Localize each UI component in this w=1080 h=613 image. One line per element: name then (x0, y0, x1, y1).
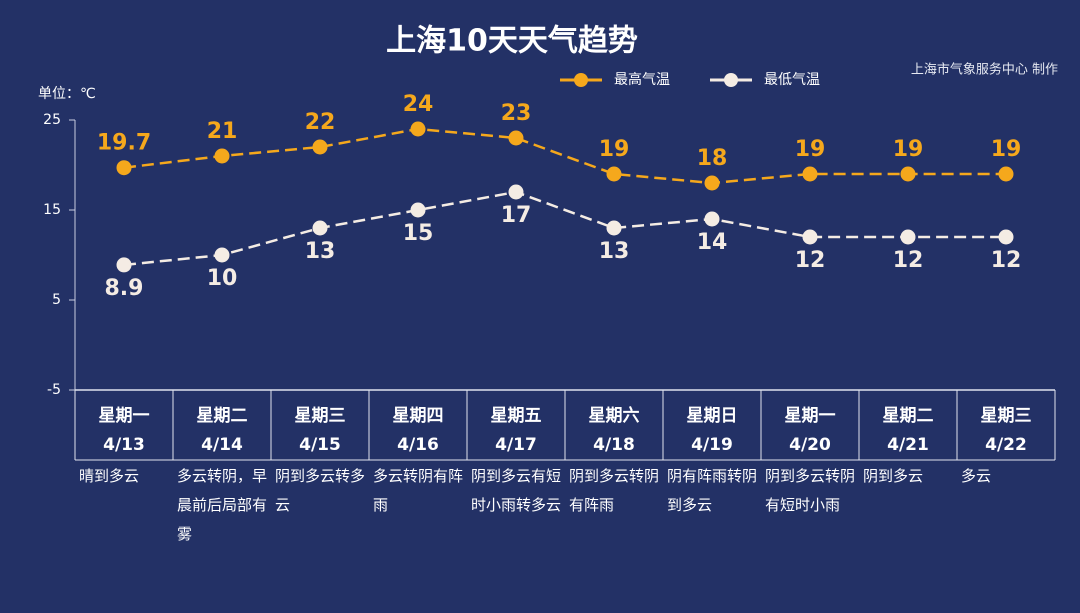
legend-label: 最低气温 (764, 72, 820, 88)
y-tick-label: 25 (43, 112, 61, 128)
x-tick-label: 4/14 (201, 435, 243, 455)
point (508, 130, 524, 146)
description: 阴到多云转多云 (275, 467, 366, 514)
point (802, 166, 818, 182)
description: 晴到多云 (79, 467, 140, 485)
point (116, 257, 132, 273)
point (900, 229, 916, 245)
description: 阴到多云有短时小雨转多云 (471, 467, 562, 514)
x-tick-label: 4/18 (593, 435, 635, 455)
weekday-label: 星期五 (491, 406, 542, 426)
description: 多云 (961, 467, 992, 485)
value-label: 12 (795, 248, 826, 273)
point (312, 220, 328, 236)
point (214, 247, 230, 263)
weekday-label: 星期三 (295, 406, 346, 426)
point (410, 202, 426, 218)
value-label: 19 (991, 137, 1022, 162)
point (900, 166, 916, 182)
y-tick-label: -5 (47, 382, 61, 398)
y-tick-label: 15 (43, 202, 61, 218)
weekday-label: 星期三 (981, 406, 1032, 426)
x-tick-label: 4/15 (299, 435, 341, 455)
value-label: 19.7 (97, 131, 151, 156)
weekday-label: 星期六 (589, 405, 640, 426)
value-label: 23 (501, 101, 532, 126)
chart-title: 上海10天天气趋势 (386, 24, 638, 59)
value-label: 19 (795, 137, 826, 162)
value-label: 21 (207, 119, 238, 144)
x-tick-label: 4/19 (691, 435, 733, 455)
value-label: 13 (305, 239, 336, 264)
series-line (123, 127, 1006, 185)
value-label: 22 (305, 110, 336, 135)
value-label: 18 (697, 146, 728, 171)
point (998, 166, 1014, 182)
description: 多云转阴有阵雨 (373, 467, 464, 514)
description: 阴有阵雨转阴到多云 (667, 467, 758, 514)
x-tick-label: 4/17 (495, 435, 537, 455)
value-label: 19 (893, 137, 924, 162)
description: 阴到多云转阴有短时小雨 (765, 467, 856, 514)
value-label: 12 (991, 248, 1022, 273)
legend-label: 最高气温 (614, 71, 670, 88)
point (998, 229, 1014, 245)
value-label: 14 (697, 230, 728, 255)
x-tick-label: 4/20 (789, 435, 831, 455)
weekday-label: 星期一 (99, 406, 150, 426)
point (704, 175, 720, 191)
value-label: 19 (599, 137, 630, 162)
point (410, 121, 426, 137)
point (802, 229, 818, 245)
point (606, 220, 622, 236)
point (312, 139, 328, 155)
credit: 上海市气象服务中心 制作 (911, 62, 1058, 78)
x-tick-label: 4/22 (985, 435, 1027, 455)
value-label: 8.9 (105, 276, 144, 301)
value-label: 15 (403, 221, 434, 246)
description: 阴到多云转阴有阵雨 (569, 467, 660, 514)
value-label: 24 (403, 92, 434, 117)
x-tick-label: 4/16 (397, 435, 439, 455)
point (606, 166, 622, 182)
description: 阴到多云 (863, 467, 924, 485)
legend-marker (724, 73, 738, 87)
weekday-label: 星期二 (197, 406, 248, 426)
y-tick-label: 5 (52, 292, 61, 308)
weekday-label: 星期四 (393, 406, 444, 426)
x-tick-label: 4/21 (887, 435, 929, 455)
description: 多云转阴，早晨前后局部有雾 (177, 467, 268, 543)
y-unit: 单位：℃ (38, 86, 96, 102)
x-tick-label: 4/13 (103, 435, 145, 455)
weekday-label: 星期二 (883, 406, 934, 426)
value-label: 12 (893, 248, 924, 273)
value-label: 13 (599, 239, 630, 264)
point (116, 160, 132, 176)
legend-marker (574, 73, 588, 87)
series-line (123, 190, 1006, 267)
point (704, 211, 720, 227)
point (214, 148, 230, 164)
point (508, 184, 524, 200)
value-label: 10 (207, 266, 238, 291)
value-label: 17 (501, 203, 532, 228)
weekday-label: 星期一 (785, 406, 836, 426)
weekday-label: 星期日 (687, 406, 738, 426)
